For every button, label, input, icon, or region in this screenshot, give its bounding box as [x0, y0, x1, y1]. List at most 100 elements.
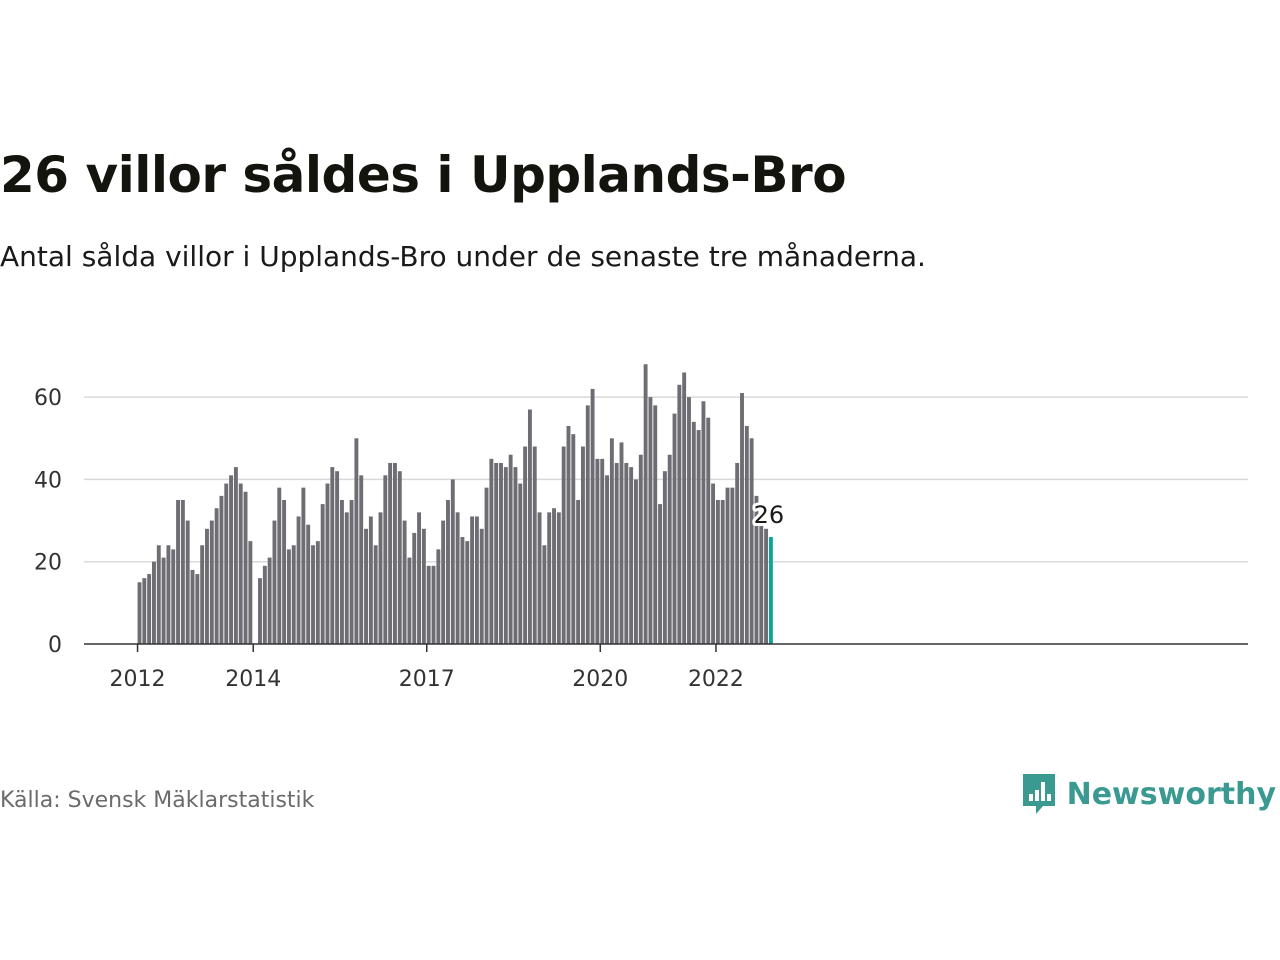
bar	[238, 483, 243, 644]
bar	[224, 483, 229, 644]
bar	[503, 467, 508, 644]
bar	[696, 430, 701, 644]
annotation-halo: 26	[754, 501, 785, 529]
bar	[759, 520, 764, 644]
bar	[547, 512, 552, 644]
y-tick-label: 20	[34, 551, 62, 576]
bar	[368, 516, 373, 644]
bar	[446, 500, 450, 644]
bar	[137, 582, 142, 644]
bar	[489, 458, 494, 644]
bar	[484, 487, 489, 644]
bar	[706, 417, 711, 644]
bar	[600, 458, 605, 644]
bar	[393, 462, 397, 644]
bar	[402, 520, 407, 644]
bar	[166, 545, 171, 644]
bar	[258, 578, 262, 644]
bar	[267, 557, 272, 644]
bar	[460, 537, 465, 644]
bar	[412, 532, 417, 644]
chart-title: 26 villor såldes i Upplands-Bro	[0, 146, 847, 204]
bar	[180, 500, 185, 644]
bar	[320, 504, 325, 644]
bar	[373, 545, 378, 644]
chart-subtitle: Antal sålda villor i Upplands-Bro under …	[0, 240, 926, 273]
x-tick-label: 2014	[225, 667, 281, 692]
bar	[720, 500, 725, 644]
bar	[701, 401, 706, 644]
bar	[219, 495, 224, 644]
bar	[624, 462, 629, 644]
bar	[142, 578, 147, 644]
bar	[436, 549, 441, 644]
bar	[421, 528, 426, 644]
bar	[566, 425, 571, 644]
bar-highlight	[768, 537, 773, 644]
bar	[426, 565, 431, 644]
bar	[383, 475, 388, 644]
bar	[229, 475, 234, 644]
bar	[643, 364, 648, 644]
bar	[282, 500, 287, 644]
bar	[667, 454, 672, 644]
bar	[658, 504, 663, 644]
bar	[527, 409, 532, 644]
brand-name: Newsworthy	[1066, 776, 1276, 812]
bar	[754, 495, 759, 644]
bar	[542, 545, 547, 644]
bar	[301, 487, 306, 644]
bar	[508, 454, 513, 644]
bar	[417, 512, 422, 644]
bar	[214, 508, 219, 644]
bar	[349, 500, 354, 644]
bar	[556, 512, 561, 644]
bar	[580, 446, 585, 644]
bar	[537, 512, 542, 644]
bar	[605, 475, 609, 644]
bar	[595, 458, 600, 644]
bar	[286, 549, 291, 644]
bar	[205, 528, 209, 644]
bar	[359, 475, 364, 644]
bar	[243, 491, 248, 644]
bar	[523, 446, 528, 644]
chart-speech-bubble-icon	[1022, 774, 1055, 814]
bar	[561, 446, 566, 644]
bar	[629, 467, 634, 644]
x-tick-label: 2012	[110, 667, 166, 692]
bar	[499, 462, 503, 644]
bar	[455, 512, 460, 644]
bar	[291, 545, 296, 644]
bar	[725, 487, 730, 644]
bar	[764, 528, 769, 644]
bar	[200, 545, 205, 644]
bar	[147, 574, 152, 644]
bar	[330, 467, 335, 644]
bar	[740, 393, 744, 644]
bar	[339, 500, 344, 644]
bar	[687, 397, 691, 644]
bar	[152, 561, 156, 644]
x-tick-label: 2020	[572, 667, 628, 692]
bar	[749, 438, 754, 644]
x-tick-label: 2017	[399, 667, 455, 692]
bar	[195, 574, 200, 644]
bar	[571, 434, 576, 644]
bar	[744, 425, 749, 644]
y-tick-label: 0	[48, 633, 62, 658]
bar	[277, 487, 282, 644]
bar	[465, 541, 470, 644]
bar	[474, 516, 479, 644]
bar	[190, 569, 195, 644]
bar	[711, 483, 716, 644]
bar	[576, 500, 581, 644]
annotation-label: 26	[754, 501, 785, 529]
bar	[248, 541, 253, 644]
bar	[335, 471, 340, 644]
bar	[735, 462, 740, 644]
bar	[634, 479, 638, 644]
bar	[441, 520, 446, 644]
bar	[677, 384, 682, 644]
